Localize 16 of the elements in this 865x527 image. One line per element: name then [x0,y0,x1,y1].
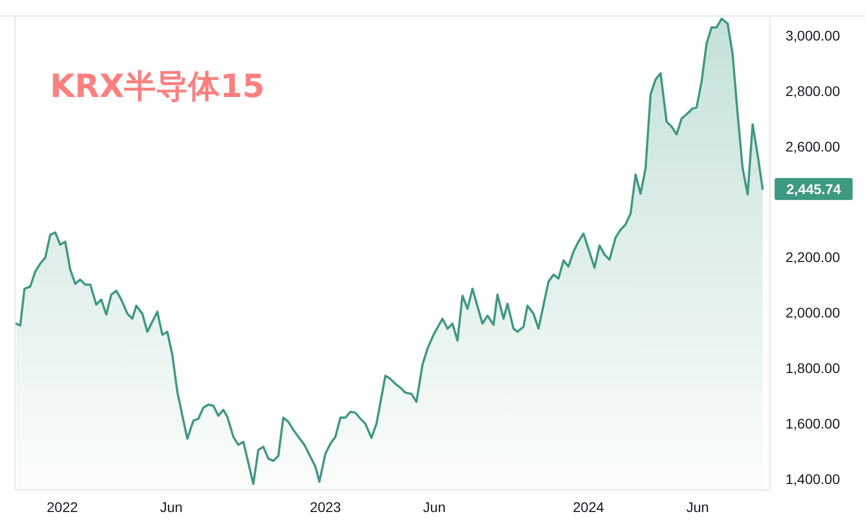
annotation: 2,445.74 [786,181,842,198]
y-tick-label: 2,000.00 [786,304,840,321]
y-tick-label: 2,800.00 [786,82,840,99]
text: KRX半导体15 [50,67,265,105]
y-tick-label: 2,200.00 [786,249,840,266]
x-tick-label: 2022 [46,499,78,515]
x-tick-label: 2023 [310,499,342,515]
y-tick-label: 1,600.00 [786,415,840,432]
y-tick-label: 3,000.00 [786,27,840,44]
y-tick-label: 1,400.00 [786,470,840,487]
x-tick-label: Jun [686,499,709,515]
x-tick-label: Jun [160,499,183,515]
x-tick-label: 2024 [572,499,604,515]
y-tick-label: 2,600.00 [786,138,840,154]
x-tick-label: Jun [423,499,446,515]
y-tick-label: 1,800.00 [786,360,840,376]
